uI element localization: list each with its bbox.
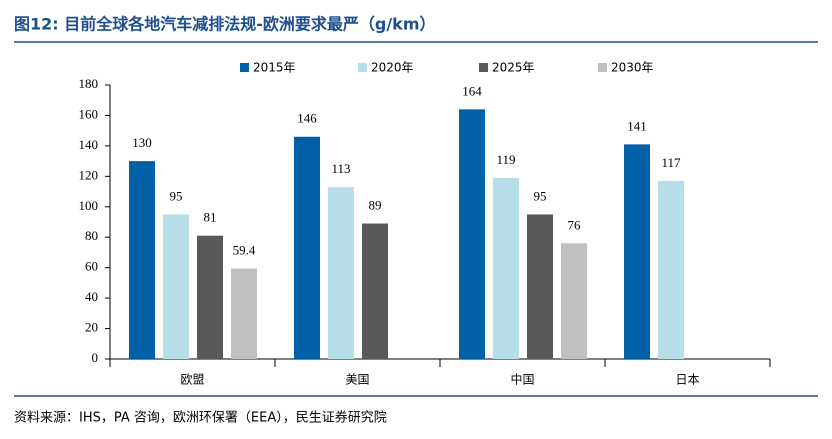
data-label: 164	[462, 83, 482, 98]
y-tick-label: 40	[85, 289, 98, 304]
data-label: 76	[568, 217, 582, 232]
data-label: 130	[132, 135, 152, 150]
y-tick-label: 80	[85, 228, 98, 243]
data-label: 59.4	[233, 243, 256, 258]
y-tick-label: 60	[85, 259, 98, 274]
bar	[561, 243, 587, 359]
x-tick-label: 中国	[510, 372, 534, 387]
x-tick-label: 美国	[345, 373, 369, 387]
bar	[624, 144, 650, 359]
data-label: 95	[534, 188, 547, 203]
y-tick-label: 140	[79, 137, 99, 152]
legend-label: 2025年	[492, 61, 535, 75]
legend-swatch	[358, 63, 367, 72]
x-tick-label: 日本	[675, 373, 699, 387]
legend-label: 2020年	[371, 61, 414, 75]
legend-label: 2015年	[253, 61, 296, 75]
data-label: 141	[627, 118, 647, 133]
y-tick-label: 180	[79, 76, 99, 91]
bar	[328, 186, 354, 359]
y-tick-label: 160	[79, 106, 99, 121]
data-label: 117	[661, 155, 681, 170]
bar	[294, 136, 320, 359]
bar	[459, 109, 485, 359]
legend-swatch	[240, 63, 249, 72]
y-tick-label: 0	[92, 350, 99, 365]
x-tick-label: 欧盟	[180, 373, 204, 387]
bar	[527, 214, 553, 359]
bar	[231, 268, 257, 359]
source: 资料来源：IHS，PA 咨询，欧洲环保署（EEA），民生证券研究院	[14, 410, 387, 426]
bar	[493, 177, 519, 359]
bar	[197, 235, 223, 359]
bar	[362, 223, 388, 359]
chart-title: 图12: 目前全球各地汽车减排法规-欧洲要求最严（g/km）	[14, 15, 436, 34]
bar	[658, 180, 684, 359]
data-label: 81	[204, 210, 217, 225]
bar	[129, 161, 155, 359]
y-tick-label: 20	[85, 320, 98, 335]
legend-label: 2030年	[611, 61, 654, 75]
data-label: 146	[297, 111, 317, 126]
legend-swatch	[598, 63, 607, 72]
data-label: 89	[369, 198, 382, 213]
legend-swatch	[479, 63, 488, 72]
y-tick-label: 100	[79, 198, 99, 213]
data-label: 113	[331, 161, 350, 176]
data-label: 119	[496, 152, 515, 167]
data-label: 95	[170, 188, 183, 203]
bar	[163, 214, 189, 359]
y-tick-label: 120	[79, 167, 99, 182]
